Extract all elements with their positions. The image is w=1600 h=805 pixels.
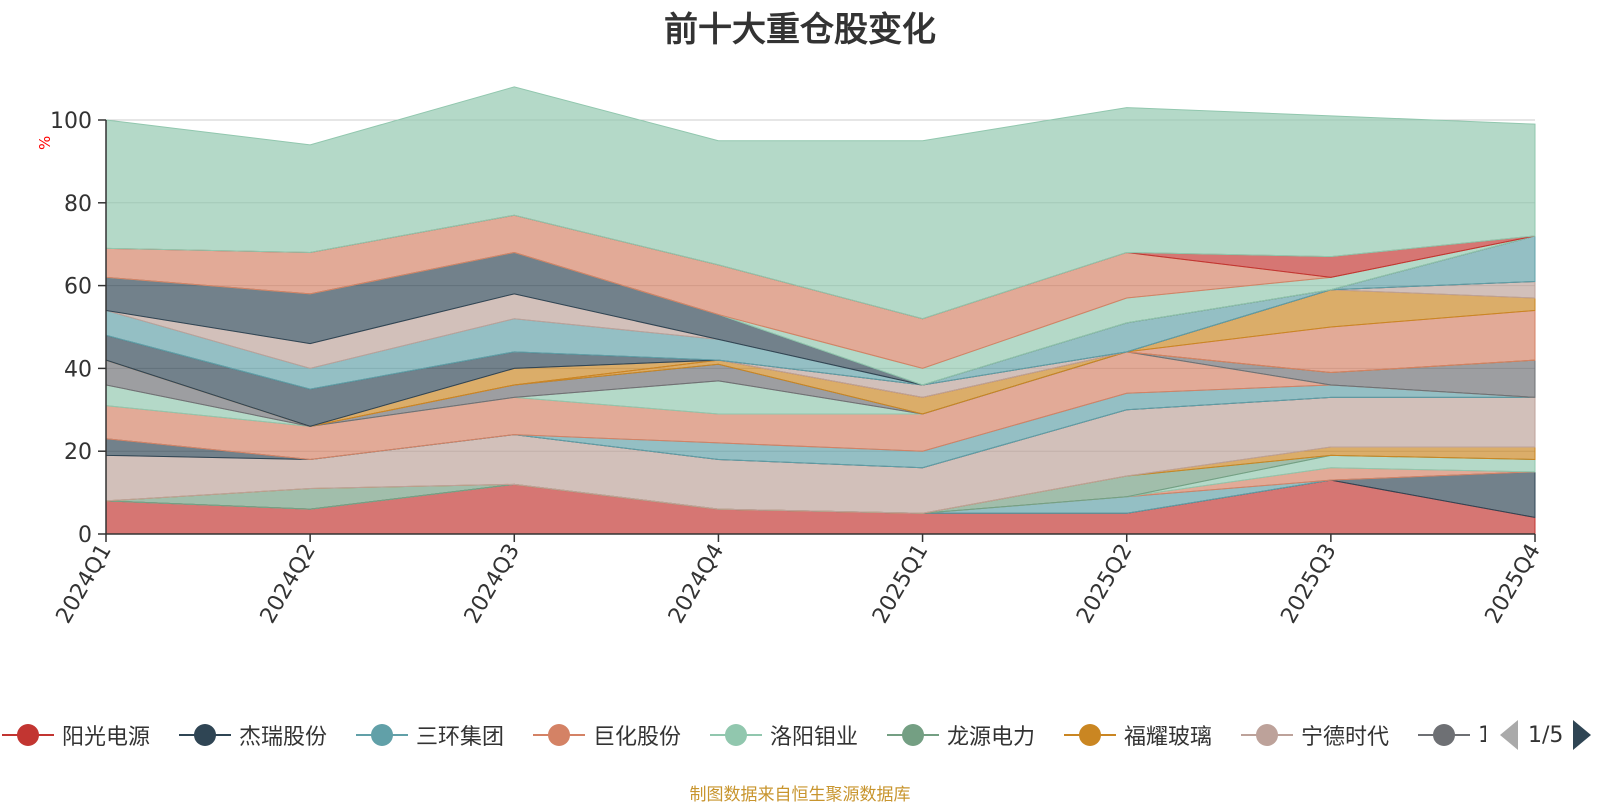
legend-item[interactable]: 阳光电源 [2, 715, 150, 755]
legend-label: 1 [1478, 722, 1486, 748]
legend-pager: 1/5 [1500, 718, 1600, 752]
legend-item[interactable]: 三环集团 [356, 715, 504, 755]
legend-item[interactable]: 宁德时代 [1241, 715, 1389, 755]
legend-marker-icon [710, 720, 762, 750]
legend-marker-icon [356, 720, 408, 750]
area-series-25-洛阳钼业[interactable] [105, 86, 1536, 320]
legend-marker-icon [1064, 720, 1116, 750]
legend-marker-icon [179, 720, 231, 750]
y-tick-label: 80 [64, 192, 92, 217]
legend-item[interactable]: 巨化股份 [533, 715, 681, 755]
legend-label: 龙源电力 [947, 725, 1036, 750]
plot-areas [105, 86, 1536, 535]
x-tick-label: 2024Q4 [664, 540, 729, 628]
x-tick-label: 2024Q1 [52, 540, 117, 628]
y-tick-label: 60 [64, 275, 92, 300]
legend-item[interactable]: 龙源电力 [887, 715, 1035, 755]
legend-label: 三环集团 [416, 725, 505, 750]
legend-label: 洛阳钼业 [770, 725, 859, 750]
legend-label: 福耀玻璃 [1124, 725, 1213, 750]
legend-label: 杰瑞股份 [239, 725, 328, 750]
y-tick-label: 0 [78, 523, 92, 548]
legend-page-indicator: 1/5 [1528, 722, 1564, 748]
x-tick-label: 2024Q2 [256, 540, 321, 628]
y-tick-label: 40 [64, 357, 92, 382]
y-tick-label: 100 [50, 109, 92, 134]
x-tick-label: 2025Q1 [868, 540, 933, 628]
legend-item[interactable]: 杰瑞股份 [179, 715, 327, 755]
legend-label: 宁德时代 [1301, 725, 1390, 750]
legend-prev-page-icon[interactable] [1500, 720, 1518, 750]
legend-label: 巨化股份 [593, 725, 682, 750]
x-tick-label: 2025Q2 [1072, 540, 1137, 628]
x-tick-label: 2024Q3 [460, 540, 525, 628]
y-axis-unit-label: % [36, 135, 54, 150]
x-tick-label: 2025Q4 [1481, 540, 1546, 628]
legend: 阳光电源 杰瑞股份 三环集团 巨化股份 洛阳钼业 龙源电力 福耀玻璃 宁德时代 1 [0, 715, 1486, 755]
legend-label: 阳光电源 [62, 725, 151, 750]
legend-marker-icon [887, 720, 939, 750]
legend-item[interactable]: 福耀玻璃 [1064, 715, 1212, 755]
legend-marker-icon [1241, 720, 1293, 750]
legend-next-page-icon[interactable] [1573, 720, 1592, 750]
legend-item[interactable]: 1 [1418, 715, 1486, 755]
legend-marker-icon [533, 720, 585, 750]
chart-title: 前十大重仓股变化 [664, 10, 936, 50]
x-tick-label: 2025Q3 [1276, 540, 1341, 628]
data-source-note: 制图数据来自恒生聚源数据库 [689, 785, 911, 805]
y-tick-label: 20 [64, 440, 92, 465]
legend-marker-icon [1418, 720, 1470, 750]
legend-item[interactable]: 洛阳钼业 [710, 715, 858, 755]
legend-marker-icon [2, 720, 54, 750]
